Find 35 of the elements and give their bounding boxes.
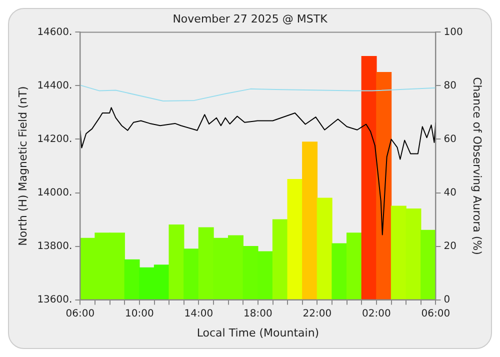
y2-tick-label: 20 (444, 240, 456, 252)
chart-title: November 27 2025 @ MSTK (172, 12, 328, 26)
y2-tick-label: 100 (444, 26, 463, 38)
bar (168, 224, 184, 300)
y2-tick-label: 80 (444, 80, 456, 92)
bar (302, 142, 318, 300)
bar (272, 219, 288, 300)
y-tick-label: 14200. (37, 134, 72, 145)
y-tick-label: 14000. (37, 187, 72, 198)
bar (316, 198, 332, 300)
bar (184, 248, 200, 300)
x-axis-title: Local Time (Mountain) (196, 326, 320, 340)
bar (376, 72, 392, 300)
y2-tick-label: 60 (444, 134, 456, 145)
bar (420, 230, 436, 300)
bar (124, 259, 140, 300)
y2-axis-title: Chance of Observing Aurora (%) (470, 77, 484, 255)
y-tick-label: 14600. (37, 26, 72, 38)
x-tick-label: 22:00 (302, 308, 332, 320)
x-tick-label: 06:00 (421, 308, 450, 320)
x-tick-label: 02:00 (362, 308, 391, 320)
bar (346, 232, 362, 300)
x-tick-label: 14:00 (184, 308, 214, 320)
y2-tick-label: 0 (444, 294, 450, 306)
bar (361, 56, 377, 300)
x-tick-label: 10:00 (125, 308, 154, 320)
y-tick-label: 13800. (37, 240, 72, 252)
y-axis-title: North (H) Magnetic Field (nT) (16, 86, 30, 246)
y-tick-label: 14400. (37, 80, 72, 92)
bar (332, 243, 348, 300)
x-tick-label: 06:00 (66, 308, 95, 320)
x-tick-label: 18:00 (244, 308, 272, 320)
y-tick-label: 13600. (37, 294, 72, 306)
y2-tick-label: 40 (444, 187, 456, 198)
bar (287, 179, 303, 300)
